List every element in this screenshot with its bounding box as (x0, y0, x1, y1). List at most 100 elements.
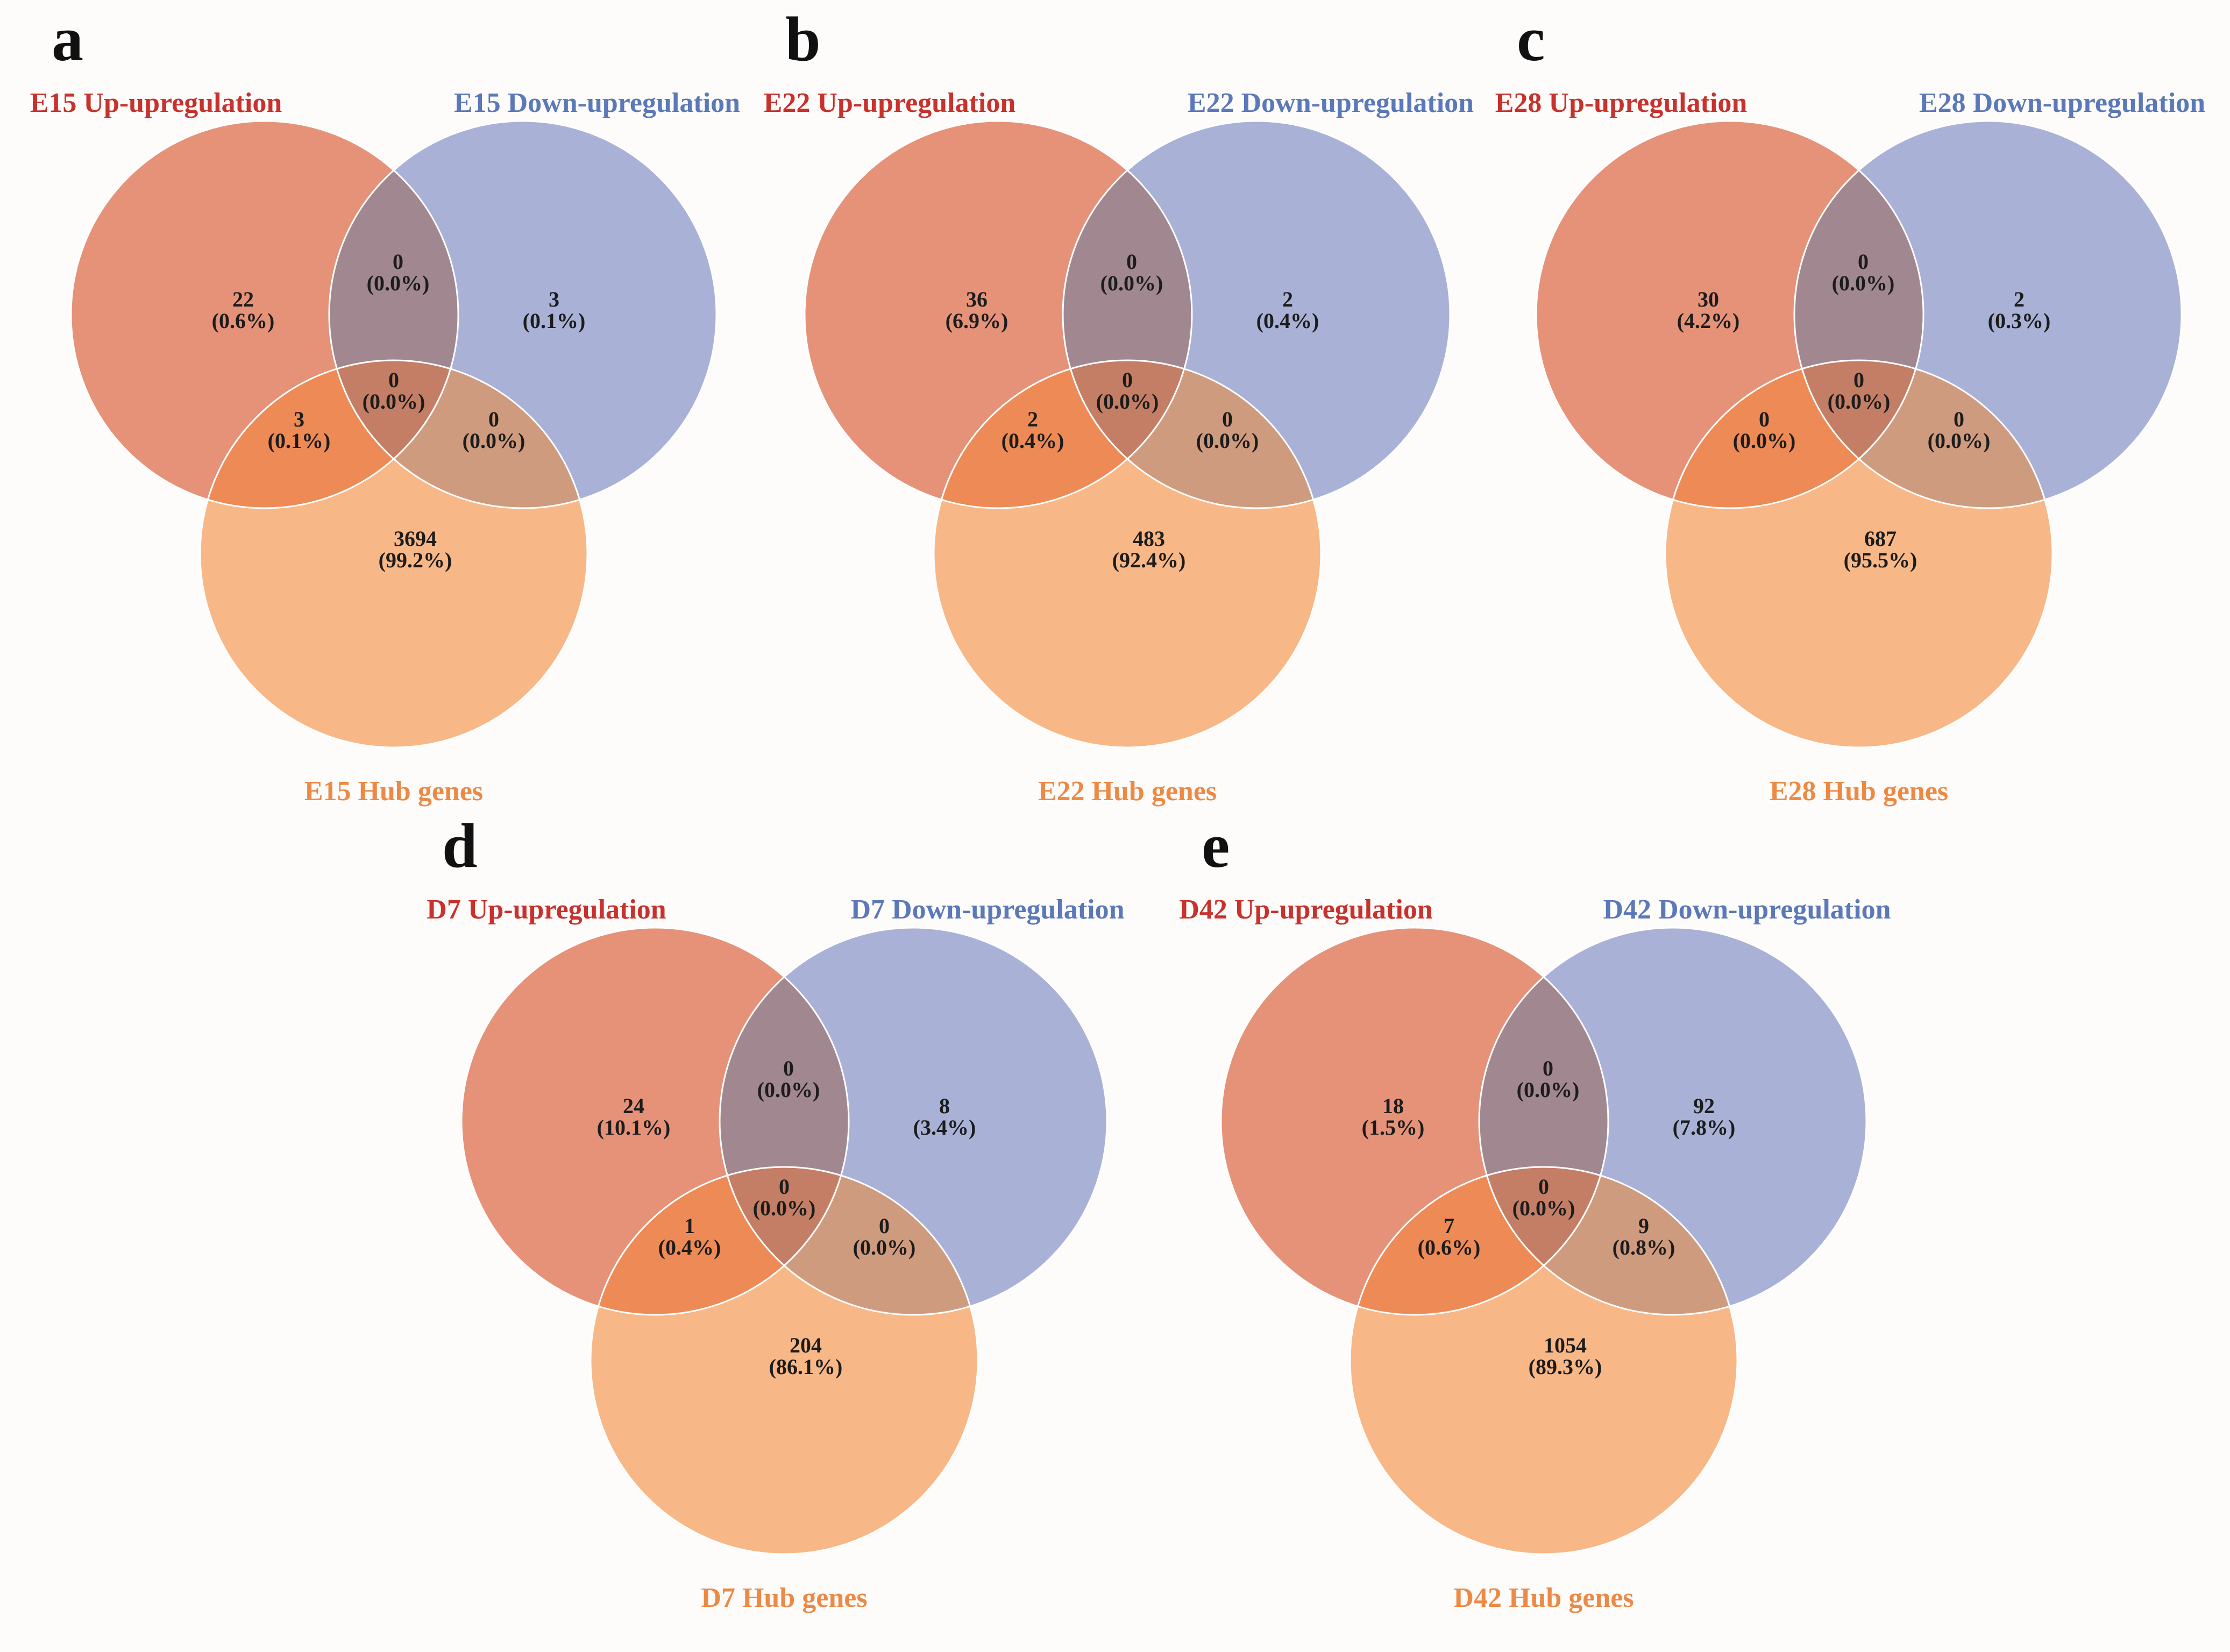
circle-outline (1535, 120, 1924, 509)
overlap-ac-region (1665, 360, 1923, 508)
region-bc-percent: (0.0%) (1196, 429, 1259, 453)
overlap-bc-region (1794, 360, 2053, 508)
venn-shapes-e (1220, 927, 1867, 1555)
region-ac-count: 1 (684, 1214, 695, 1238)
circle-outline (719, 927, 1108, 1316)
set-b-label: E28 Down-upregulation (1919, 88, 2205, 118)
venn-shapes-c (1535, 120, 2183, 749)
overlap-ac-group (1350, 1167, 1608, 1315)
set-c-label: D42 Hub genes (1453, 1583, 1634, 1613)
circle-outline (1793, 120, 2183, 509)
region-abc-percent: (0.0%) (1512, 1196, 1575, 1220)
overlap-ac-region (591, 1167, 849, 1315)
circle-outline (460, 927, 850, 1316)
circle-outline (70, 120, 459, 509)
region-b-only-count: 2 (1282, 287, 1293, 311)
region-abc-percent: (0.0%) (753, 1196, 816, 1220)
region-ab-count: 0 (393, 250, 403, 274)
overlap-ac-region (200, 360, 458, 508)
region-a-only-percent: (6.9%) (946, 309, 1009, 333)
overlap-bc-group (329, 360, 587, 508)
set-b-label: D7 Down-upregulation (850, 894, 1124, 925)
region-a-only-percent: (4.2%) (1677, 309, 1740, 333)
region-ab-percent: (0.0%) (1100, 271, 1163, 295)
overlap-ac-region (934, 360, 1192, 508)
region-b-only-count: 8 (939, 1094, 950, 1118)
circle-outline (1220, 927, 1609, 1316)
region-c-only-count: 483 (1133, 526, 1165, 551)
overlap-ac-group (1665, 360, 1923, 508)
circle-outline (1062, 120, 1451, 509)
region-a-only-count: 22 (232, 287, 254, 311)
overlap-ac-group (200, 360, 458, 508)
region-ac-count: 3 (294, 407, 304, 431)
overlap-bc-group (1063, 360, 1321, 508)
region-b-only-percent: (3.4%) (913, 1115, 976, 1140)
region-abc-percent: (0.0%) (363, 389, 425, 414)
circle-outline (199, 359, 588, 749)
region-ac-percent: (0.4%) (658, 1235, 721, 1259)
region-b-only-percent: (0.1%) (523, 309, 586, 333)
region-a-only-count: 30 (1698, 287, 1719, 311)
overlap-ac-region (1350, 1167, 1608, 1315)
region-bc-count: 0 (879, 1214, 890, 1238)
region-ac-percent: (0.4%) (1002, 429, 1064, 453)
region-c-only-percent: (92.4%) (1112, 548, 1186, 572)
set-c-label: E15 Hub genes (304, 776, 483, 807)
region-ac-percent: (0.0%) (1733, 429, 1796, 453)
region-a-only-percent: (10.1%) (597, 1115, 671, 1140)
region-abc-count: 0 (388, 368, 399, 392)
region-ab-count: 0 (1126, 250, 1137, 274)
panel-letter: c (1517, 4, 1545, 74)
region-c-only-percent: (86.1%) (769, 1355, 843, 1379)
overlap-bc-group (1794, 360, 2053, 508)
circle-outline (1664, 359, 2054, 749)
region-b-only-percent: (7.8%) (1673, 1115, 1736, 1140)
region-ab-percent: (0.0%) (1832, 271, 1895, 295)
region-ac-count: 2 (1027, 407, 1038, 431)
set-b-label: E15 Down-upregulation (454, 88, 740, 118)
venn-panel-a: a E15 Up-upregulation E15 Down-upregulatio… (30, 4, 740, 807)
region-a-only-percent: (1.5%) (1362, 1115, 1425, 1140)
circle-outline (933, 359, 1322, 749)
region-ab-percent: (0.0%) (1517, 1078, 1580, 1102)
venn-panel-b: b E22 Up-upregulation E22 Down-upregulatio… (764, 4, 1474, 807)
region-ac-percent: (0.1%) (268, 429, 331, 453)
region-abc-percent: (0.0%) (1096, 389, 1159, 414)
region-abc-count: 0 (1538, 1174, 1549, 1199)
venn-shapes-d (460, 927, 1108, 1555)
set-c-label: E28 Hub genes (1770, 776, 1948, 807)
region-c-only-percent: (95.5%) (1844, 548, 1917, 572)
circle-outline (328, 120, 718, 509)
set-a-label: D7 Up-upregulation (427, 894, 666, 925)
region-c-only-percent: (89.3%) (1529, 1355, 1602, 1379)
panel-letter: d (442, 810, 478, 881)
region-a-only-count: 24 (623, 1094, 644, 1118)
circle-outline (590, 1166, 979, 1555)
panel-letter: a (52, 4, 83, 74)
circle-outline (1478, 927, 1867, 1316)
region-bc-count: 0 (1222, 407, 1233, 431)
overlap-bc-region (1063, 360, 1321, 508)
venn-shapes-b (804, 120, 1451, 749)
region-ab-percent: (0.0%) (757, 1078, 820, 1102)
region-ab-count: 0 (1543, 1056, 1553, 1080)
region-ab-percent: (0.0%) (367, 271, 430, 295)
region-c-only-count: 204 (790, 1333, 822, 1357)
set-a-label: E15 Up-upregulation (30, 88, 282, 118)
region-c-only-percent: (99.2%) (379, 548, 452, 572)
set-b-label: E22 Down-upregulation (1188, 88, 1474, 118)
venn-shapes-a (70, 120, 718, 749)
overlap-bc-region (1479, 1167, 1737, 1315)
venn-panel-d: d D7 Up-upregulation D7 Down-upregulation D… (427, 810, 1124, 1613)
region-bc-percent: (0.0%) (1928, 429, 1991, 453)
set-a-label: D42 Up-upregulation (1179, 894, 1433, 925)
region-bc-count: 9 (1638, 1214, 1649, 1238)
region-b-only-count: 2 (2014, 287, 2025, 311)
overlap-bc-region (329, 360, 587, 508)
region-ab-count: 0 (783, 1056, 794, 1080)
region-b-only-percent: (0.3%) (1988, 309, 2051, 333)
region-abc-count: 0 (1122, 368, 1133, 392)
region-abc-count: 0 (1853, 368, 1864, 392)
